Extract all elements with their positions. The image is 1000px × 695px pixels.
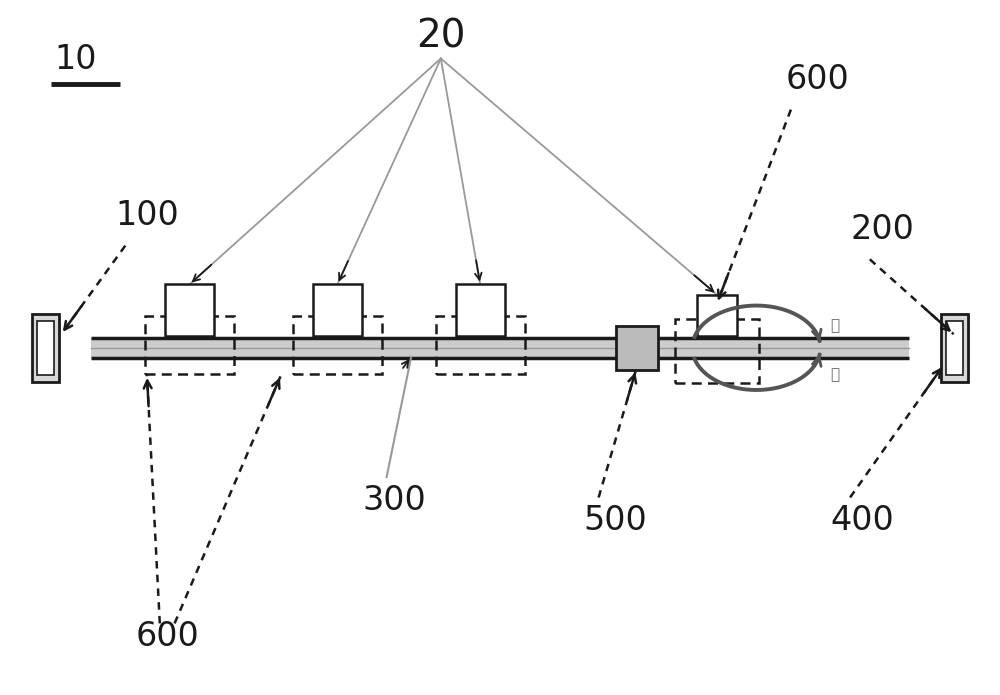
Bar	[675, 319, 759, 384]
Text: 10: 10	[54, 42, 97, 76]
Text: 200: 200	[850, 213, 914, 246]
Bar	[313, 284, 362, 336]
Bar	[697, 295, 737, 336]
Bar	[946, 320, 963, 375]
Text: 600: 600	[786, 63, 850, 96]
Bar	[165, 284, 214, 336]
Text: 300: 300	[362, 484, 426, 517]
Bar	[91, 338, 909, 358]
Text: 20: 20	[416, 17, 466, 55]
Bar	[37, 320, 54, 375]
Bar	[32, 313, 59, 382]
Text: 500: 500	[584, 505, 648, 537]
Bar	[145, 316, 234, 374]
Bar	[293, 316, 382, 374]
Text: 伸: 伸	[830, 368, 839, 382]
Bar	[941, 313, 968, 382]
Text: 100: 100	[115, 199, 179, 232]
Bar	[456, 284, 505, 336]
Text: 400: 400	[830, 505, 894, 537]
Text: 缩: 缩	[830, 318, 839, 334]
Bar	[436, 316, 525, 374]
Text: 600: 600	[135, 620, 199, 653]
Bar	[616, 326, 658, 370]
